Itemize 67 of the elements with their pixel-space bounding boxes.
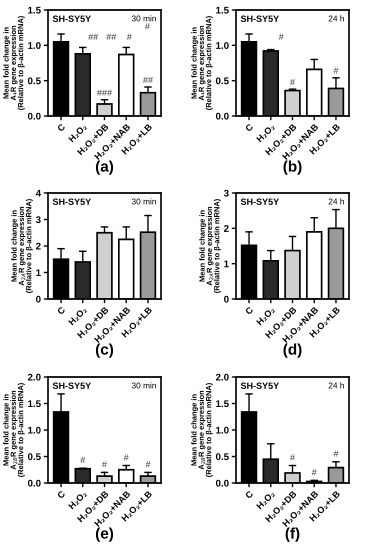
y-tick-label: 4 [36,190,42,197]
y-tick-label: 1.5 [216,400,229,408]
annotation: # [102,461,107,468]
y-tick-label: 0 [36,296,41,303]
y-tick-label: 0.5 [28,453,41,460]
annotation: 24 h [328,198,344,204]
annotation: 30 min [132,15,156,22]
y-tick-label: 0.5 [216,77,229,84]
y-tick-label: 2.0 [28,374,41,381]
y-tick-label: 0.0 [216,112,229,120]
text: (d) [284,344,302,358]
text: (f) [286,528,300,542]
y-tick-label: 3 [224,190,229,197]
annotation: # [124,454,129,460]
annotation: # [278,34,284,40]
annotation: SH-SY5Y [52,16,92,22]
annotation: SH-SY5Y [52,382,92,389]
annotation: 24 h [328,382,344,388]
y-tick-label: 1.5 [28,400,41,408]
annotation: # [145,461,150,468]
y-tick-label: 2 [36,242,41,250]
annotation: # [290,78,295,86]
annotation: # [144,23,150,30]
y-tick-label: 1.0 [28,426,41,434]
y-tick-label: 1.0 [28,42,41,49]
annotation: SH-SY5Y [240,16,280,22]
annotation: ## [142,76,153,84]
y-tick-label: 1 [224,260,229,268]
annotation: ## [106,34,116,40]
y-tick-label: 1.5 [28,6,41,14]
annotation: 30 min [132,198,156,204]
x-tick-label: C [244,306,254,315]
annotation: # [80,456,86,464]
annotation: SH-SY5Y [52,198,92,205]
y-tick-label: 0.5 [28,77,41,84]
y-tick-label: 2.0 [216,374,229,381]
annotation: SH-SY5Y [240,198,280,205]
y-tick-label: 1.0 [216,42,229,49]
annotation: ### [97,90,112,96]
text: (a) [96,160,114,175]
y-tick-label: 0.0 [216,480,229,487]
annotation: # [126,34,132,40]
x-tick-label: C [56,306,66,315]
x-tick-label: C [244,490,254,499]
y-tick-label: 1 [36,269,41,276]
annotation: # [333,68,338,74]
y-tick-label: 0.0 [28,112,41,120]
y-tick-label: 0.0 [28,480,41,487]
y-tick-label: 2 [224,225,229,232]
annotation: 24 h [328,15,344,22]
annotation: # [333,450,338,457]
annotation: ## [88,34,98,40]
y-tick-label: 0.5 [216,453,229,460]
y-tick-label: 3 [36,216,41,224]
x-tick-label: C [56,123,66,132]
x-tick-label: C [56,490,66,499]
annotation: # [312,469,317,476]
text: (e) [96,528,114,542]
annotation: SH-SY5Y [240,382,280,389]
text: (c) [96,344,114,358]
annotation: # [290,454,295,460]
y-tick-label: 0 [224,296,229,303]
y-tick-label: 1.5 [216,6,229,14]
x-tick-label: C [244,123,254,132]
y-tick-label: 1.0 [216,426,229,434]
text: (b) [284,160,302,175]
annotation: 30 min [132,382,156,388]
